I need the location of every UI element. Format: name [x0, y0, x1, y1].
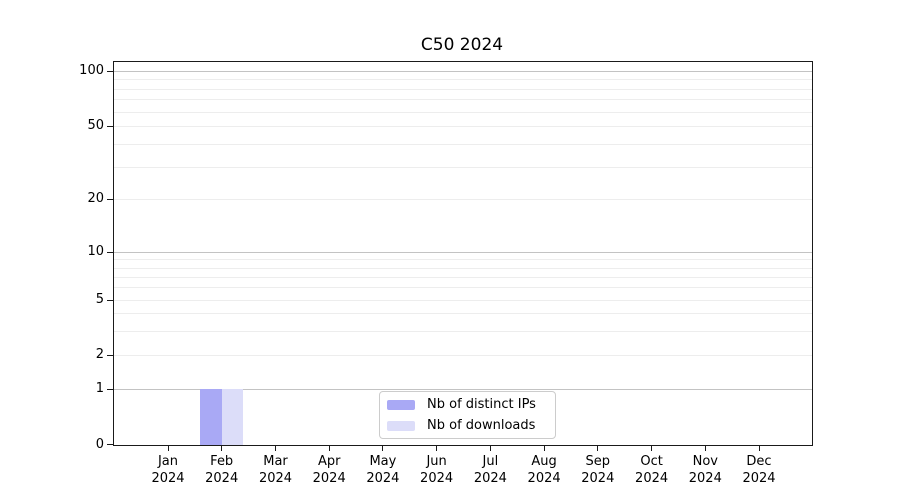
minor-gridline — [114, 166, 812, 168]
y-tick-label: 5 — [95, 292, 104, 307]
minor-gridline — [114, 313, 812, 315]
y-tick-label: 2 — [95, 347, 104, 362]
chart-title: C50 2024 — [420, 35, 504, 55]
x-tick-label: Apr 2024 — [312, 454, 346, 486]
minor-gridline — [114, 355, 812, 356]
x-tick-mark — [543, 446, 545, 451]
minor-gridline — [114, 111, 812, 113]
y-tick-mark — [107, 125, 113, 127]
minor-gridline — [114, 276, 812, 278]
minor-gridline — [114, 79, 812, 81]
bar-downloads — [221, 389, 244, 445]
y-tick-mark — [107, 299, 113, 301]
major-gridline — [114, 389, 812, 390]
x-tick-mark — [758, 446, 760, 451]
minor-gridline — [114, 143, 812, 145]
x-tick-mark — [436, 446, 438, 451]
y-tick-mark — [107, 251, 113, 253]
x-tick-mark — [382, 446, 384, 451]
minor-gridline — [114, 330, 812, 332]
x-tick-mark — [275, 446, 276, 451]
minor-gridline — [114, 267, 812, 269]
x-tick-label: Feb 2024 — [205, 454, 239, 486]
y-tick-label: 100 — [79, 63, 104, 78]
legend-label-downloads: Nb of downloads — [427, 418, 536, 433]
x-tick-label: Jan 2024 — [151, 454, 185, 486]
bar-distinct-ips — [200, 389, 222, 445]
major-gridline — [114, 252, 812, 253]
x-tick-label: Nov 2024 — [688, 454, 722, 486]
y-tick-mark — [107, 388, 113, 390]
legend-swatch-downloads-icon — [387, 420, 415, 431]
minor-gridline — [114, 259, 812, 261]
x-tick-label: Mar 2024 — [258, 454, 293, 486]
x-tick-label: Aug 2024 — [527, 454, 561, 486]
minor-gridline — [114, 300, 812, 301]
minor-gridline — [114, 99, 812, 101]
x-tick-label: Jul 2024 — [473, 454, 507, 486]
y-tick-label: 1 — [95, 381, 104, 396]
y-tick-mark — [107, 444, 113, 445]
y-tick-label: 0 — [95, 437, 104, 452]
x-tick-label: Dec 2024 — [742, 454, 776, 486]
minor-gridline — [114, 88, 812, 90]
y-tick-label: 10 — [87, 244, 104, 259]
x-tick-mark — [651, 446, 653, 451]
minor-gridline — [114, 287, 812, 289]
x-tick-label: Sep 2024 — [581, 454, 615, 486]
x-tick-label: May 2024 — [366, 454, 400, 486]
x-tick-mark — [489, 446, 491, 451]
y-tick-label: 20 — [87, 191, 104, 206]
legend-item-distinct-ips: Nb of distinct IPs — [387, 396, 555, 414]
x-tick-mark — [167, 446, 169, 451]
x-tick-label: Jun 2024 — [420, 454, 454, 486]
y-tick-mark — [107, 198, 113, 200]
legend-label-distinct-ips: Nb of distinct IPs — [427, 397, 536, 412]
x-tick-label: Oct 2024 — [635, 454, 669, 486]
legend-item-downloads: Nb of downloads — [387, 417, 555, 435]
y-tick-mark — [107, 354, 113, 356]
legend-swatch-distinct-ips-icon — [387, 399, 415, 410]
x-tick-mark — [704, 446, 706, 451]
x-tick-mark — [597, 446, 599, 451]
x-tick-mark — [328, 446, 330, 451]
x-tick-mark — [221, 446, 223, 451]
y-tick-mark — [107, 70, 113, 72]
major-gridline — [114, 71, 812, 72]
y-tick-label: 50 — [87, 118, 104, 133]
minor-gridline — [114, 199, 812, 200]
plot-area: Nb of distinct IPs Nb of downloads 0 1 2 5 1… — [79, 61, 813, 486]
minor-gridline — [114, 126, 812, 127]
legend: Nb of distinct IPs Nb of downloads — [379, 391, 556, 439]
